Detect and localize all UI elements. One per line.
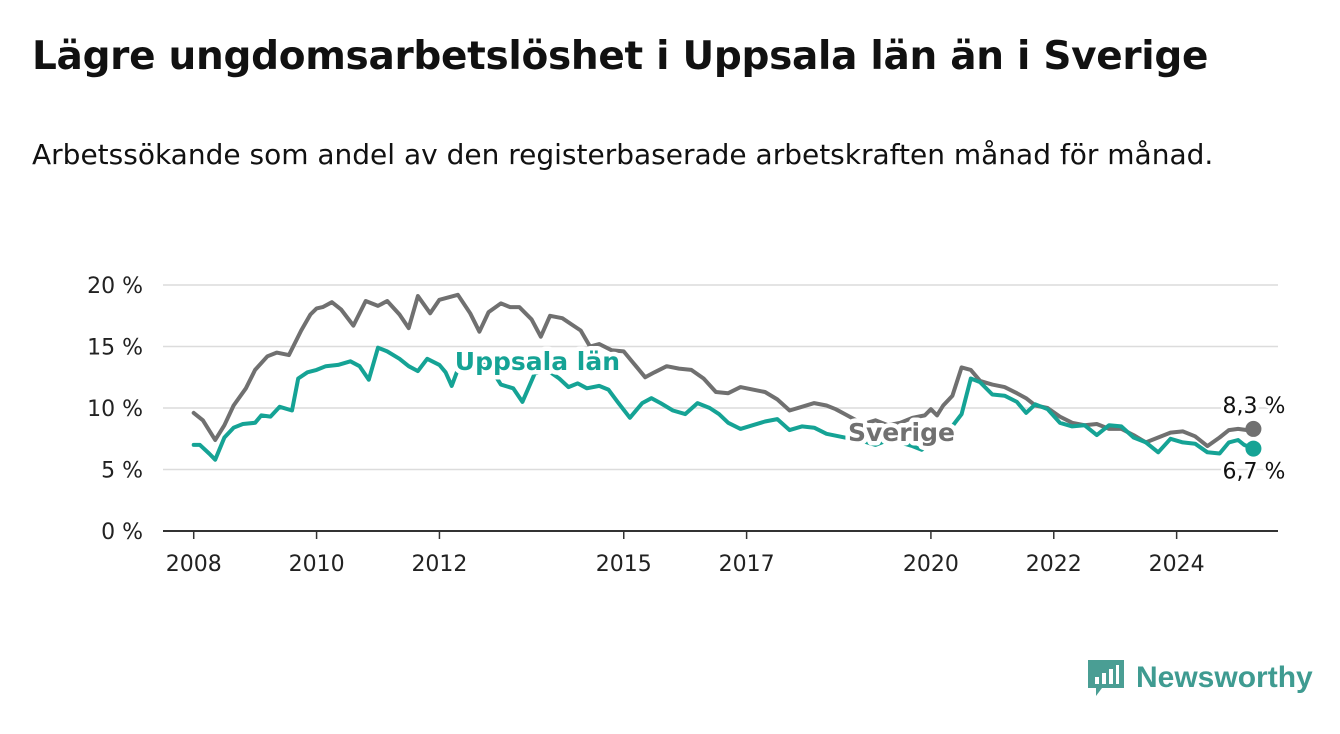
x-tick-label: 2015 [596,552,652,577]
y-tick-label: 15 % [87,336,143,361]
series-label-uppsala-lan: Uppsala län [455,347,620,376]
series-end-marker [1245,440,1262,457]
x-tick-label: 2024 [1149,552,1205,577]
x-tick-label: 2022 [1026,552,1082,577]
x-tick-label: 2010 [289,552,345,577]
series-end-marker [1245,420,1262,437]
y-tick-label: 5 % [101,459,143,484]
chart-subtitle: Arbetssökande som andel av den registerb… [32,138,1214,171]
series-line-sverige [191,292,1256,449]
y-tick-label: 20 % [87,274,143,299]
x-tick-label: 2020 [903,552,959,577]
series-label-sverige: Sverige [848,418,955,447]
x-tick-label: 2008 [166,552,222,577]
y-tick-label: 10 % [87,397,143,422]
brand-name: Newsworthy [1136,661,1313,694]
y-tick-label: 0 % [101,520,143,545]
x-tick-label: 2012 [411,552,467,577]
brand-logo: Newsworthy [1088,660,1313,696]
newsworthy-logo-icon [1088,660,1124,696]
series-line-uppsala-lan [191,345,1256,462]
x-tick-label: 2017 [719,552,775,577]
end-value-label-sverige: 8,3 % [1223,394,1286,419]
chart-title: Lägre ungdomsarbetslöshet i Uppsala län … [32,34,1209,79]
end-value-label-uppsala-lan: 6,7 % [1223,460,1286,485]
